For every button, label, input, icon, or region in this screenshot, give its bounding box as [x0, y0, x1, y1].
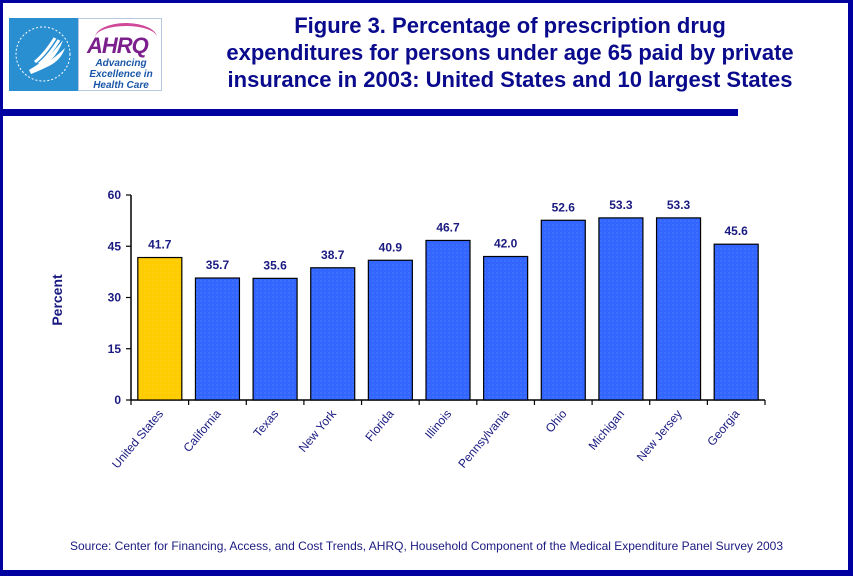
bar-texture: [484, 257, 527, 399]
bar-texas: [252, 277, 298, 401]
bar-pennsylvania: [483, 255, 529, 401]
bar-texture: [599, 218, 642, 399]
bar-texture: [657, 218, 700, 399]
bar-texture: [254, 279, 297, 399]
bar-ohio: [540, 219, 586, 401]
bar-florida: [367, 259, 413, 401]
y-tick-label: 15: [108, 342, 122, 356]
data-label: 38.7: [321, 248, 345, 262]
bar-texture: [715, 245, 758, 399]
ahrq-wordmark: AHRQ: [87, 33, 149, 58]
ahrq-tagline-line: Excellence in: [89, 69, 153, 80]
x-tick-label: New York: [296, 406, 340, 455]
x-tick-label: Ohio: [543, 407, 570, 436]
bar-texture: [427, 241, 469, 399]
data-label: 53.3: [667, 198, 691, 212]
y-tick-label: 30: [108, 291, 122, 305]
data-label: 41.7: [148, 238, 172, 252]
ahrq-tagline-line: Advancing: [95, 58, 147, 69]
bar-texture: [311, 268, 354, 399]
hhs-logo: [9, 18, 78, 91]
data-label: 46.7: [436, 220, 460, 234]
bar-united-states: [137, 256, 183, 401]
title-underline: [3, 109, 738, 116]
x-tick-label: Texas: [251, 407, 282, 440]
y-tick-label: 60: [108, 188, 122, 202]
title-line: Figure 3. Percentage of prescription dru…: [294, 13, 726, 38]
ahrq-logo: AHRQ Advancing Excellence in Health Care: [78, 18, 162, 91]
hhs-eagle-icon: [15, 26, 71, 82]
bar-new-jersey: [655, 217, 702, 401]
x-tick-label: Georgia: [704, 407, 742, 449]
bar-texture: [196, 279, 239, 399]
ahrq-arc-icon: [95, 23, 157, 52]
x-tick-label: Illinois: [422, 407, 454, 442]
x-tick-label: United States: [109, 407, 166, 471]
data-label: 45.6: [725, 224, 749, 238]
title-line: insurance in 2003: United States and 10 …: [227, 67, 793, 92]
x-tick-label: California: [180, 407, 224, 455]
data-label: 40.9: [379, 240, 403, 254]
chart-title: Figure 3. Percentage of prescription dru…: [195, 12, 825, 93]
bar-georgia: [713, 243, 759, 401]
data-label: 35.6: [263, 258, 287, 272]
x-tick-label: Florida: [362, 407, 397, 444]
bar-texture: [369, 261, 412, 399]
title-line: expenditures for persons under age 65 pa…: [226, 40, 794, 65]
bar-texture: [542, 221, 585, 399]
y-tick-label: 45: [108, 239, 122, 253]
data-label: 52.6: [552, 200, 576, 214]
x-tick-label: Michigan: [586, 407, 628, 453]
x-tick-label: New Jersey: [634, 407, 685, 464]
data-label: 35.7: [206, 258, 230, 272]
ahrq-tagline: Advancing Excellence in Health Care: [81, 58, 161, 91]
source-note: Source: Center for Financing, Access, an…: [69, 539, 784, 553]
bar-california: [194, 277, 241, 401]
bar-texture: [138, 258, 181, 399]
bar-illinois: [425, 239, 471, 401]
x-tick-label: Pennsylvania: [455, 407, 512, 471]
bar-michigan: [598, 217, 644, 401]
data-label: 53.3: [609, 198, 633, 212]
ahrq-tagline-line: Health Care: [93, 80, 149, 91]
data-label: 42.0: [494, 237, 518, 251]
y-tick-label: 0: [114, 393, 121, 407]
bar-new-york: [310, 267, 356, 401]
